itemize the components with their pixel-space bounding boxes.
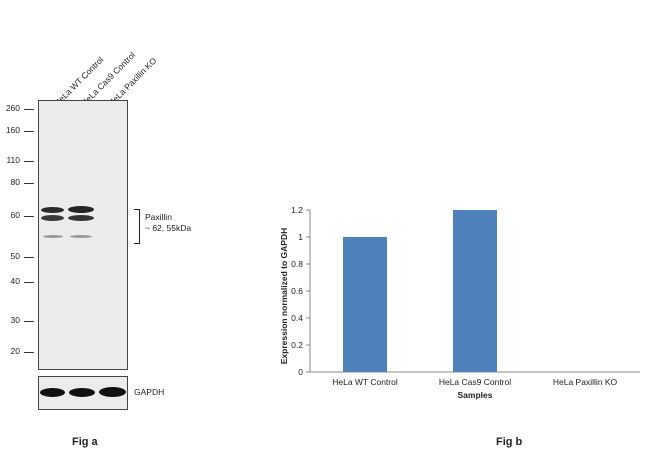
- mw-tick: [24, 216, 34, 217]
- mw-marker-50: 50: [10, 251, 20, 261]
- mw-tick: [24, 257, 34, 258]
- blot-membrane: [38, 100, 128, 370]
- x-tick-label: HeLa Cas9 Control: [439, 377, 511, 387]
- band-wt-faint: [43, 235, 63, 238]
- mw-marker-160: 160: [5, 125, 20, 135]
- mw-tick: [24, 352, 34, 353]
- mw-marker-60: 60: [10, 210, 20, 220]
- x-axis: HeLa WT Control HeLa Cas9 Control HeLa Pax…: [310, 371, 640, 387]
- mw-marker-30: 30: [10, 315, 20, 325]
- mw-tick: [24, 183, 34, 184]
- mw-tick: [24, 282, 34, 283]
- band-cas9-faint: [70, 235, 92, 238]
- mw-marker-260: 260: [5, 103, 20, 113]
- y-axis-label: Expression normalized to GAPDH: [279, 228, 289, 365]
- band-cas9-lower: [68, 215, 94, 221]
- band-cas9-upper: [68, 206, 94, 213]
- y-tick-label: 0.4: [291, 313, 303, 323]
- mw-tick: [24, 131, 34, 132]
- fig-a-label: Fig a: [72, 436, 98, 448]
- target-name-label: Paxillin: [145, 212, 172, 222]
- band-bracket: [134, 209, 140, 244]
- x-axis-label: Samples: [458, 390, 493, 400]
- bar-1: [453, 210, 497, 372]
- band-gapdh-cas9: [69, 388, 95, 397]
- mw-tick: [24, 109, 34, 110]
- band-wt-lower: [41, 215, 64, 221]
- y-tick-label: 1.2: [291, 205, 303, 215]
- x-tick-label: HeLa Paxillin KO: [553, 377, 618, 387]
- mw-marker-40: 40: [10, 276, 20, 286]
- y-tick-label: 0: [298, 367, 303, 377]
- bars: [343, 210, 497, 372]
- band-wt-upper: [41, 207, 64, 213]
- gapdh-membrane: [38, 376, 128, 410]
- loading-control-label: GAPDH: [134, 387, 165, 397]
- fig-b-label: Fig b: [496, 436, 523, 448]
- bar-0: [343, 237, 387, 372]
- mw-tick: [24, 161, 34, 162]
- mw-marker-80: 80: [10, 177, 20, 187]
- x-tick-label: HeLa WT Control: [332, 377, 398, 387]
- target-size-label: ~ 62, 55kDa: [145, 223, 192, 233]
- y-axis: 0 0.2 0.4 0.6 0.8 1 1.2: [291, 205, 311, 377]
- y-tick-label: 0.2: [291, 340, 303, 350]
- band-gapdh-ko: [99, 387, 126, 397]
- band-gapdh-wt: [40, 388, 65, 397]
- mw-tick: [24, 321, 34, 322]
- y-tick-label: 1: [298, 232, 303, 242]
- y-tick-label: 0.6: [291, 286, 303, 296]
- mw-marker-20: 20: [10, 346, 20, 356]
- y-tick-label: 0.8: [291, 259, 303, 269]
- mw-marker-110: 110: [6, 155, 20, 165]
